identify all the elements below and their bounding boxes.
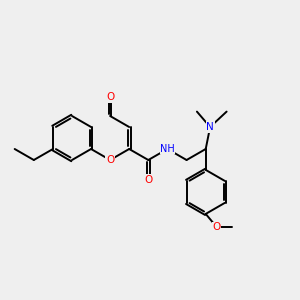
Text: NH: NH <box>160 144 175 154</box>
Text: O: O <box>106 92 114 102</box>
Text: N: N <box>206 122 214 132</box>
Text: O: O <box>144 175 152 185</box>
Text: O: O <box>106 155 114 165</box>
Text: O: O <box>213 222 221 232</box>
